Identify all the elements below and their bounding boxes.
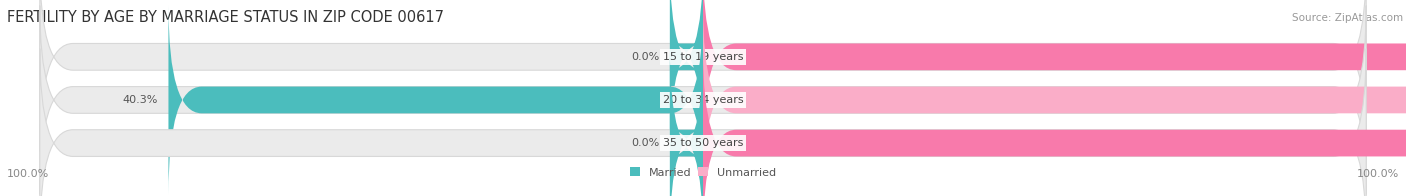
Text: 40.3%: 40.3%	[122, 95, 157, 105]
Text: 100.0%: 100.0%	[1357, 169, 1399, 179]
Text: 0.0%: 0.0%	[631, 138, 659, 148]
Legend: Married, Unmarried: Married, Unmarried	[630, 167, 776, 178]
FancyBboxPatch shape	[703, 0, 1406, 151]
FancyBboxPatch shape	[39, 49, 1367, 196]
Text: 15 to 19 years: 15 to 19 years	[662, 52, 744, 62]
FancyBboxPatch shape	[703, 5, 1406, 194]
Text: 0.0%: 0.0%	[631, 52, 659, 62]
Text: 20 to 34 years: 20 to 34 years	[662, 95, 744, 105]
FancyBboxPatch shape	[39, 5, 1367, 194]
Text: Source: ZipAtlas.com: Source: ZipAtlas.com	[1292, 13, 1403, 23]
FancyBboxPatch shape	[39, 0, 1367, 151]
FancyBboxPatch shape	[669, 49, 703, 196]
FancyBboxPatch shape	[703, 49, 1406, 196]
Text: 35 to 50 years: 35 to 50 years	[662, 138, 744, 148]
Text: 100.0%: 100.0%	[7, 169, 49, 179]
FancyBboxPatch shape	[169, 5, 703, 194]
FancyBboxPatch shape	[669, 0, 703, 151]
Text: FERTILITY BY AGE BY MARRIAGE STATUS IN ZIP CODE 00617: FERTILITY BY AGE BY MARRIAGE STATUS IN Z…	[7, 10, 444, 25]
